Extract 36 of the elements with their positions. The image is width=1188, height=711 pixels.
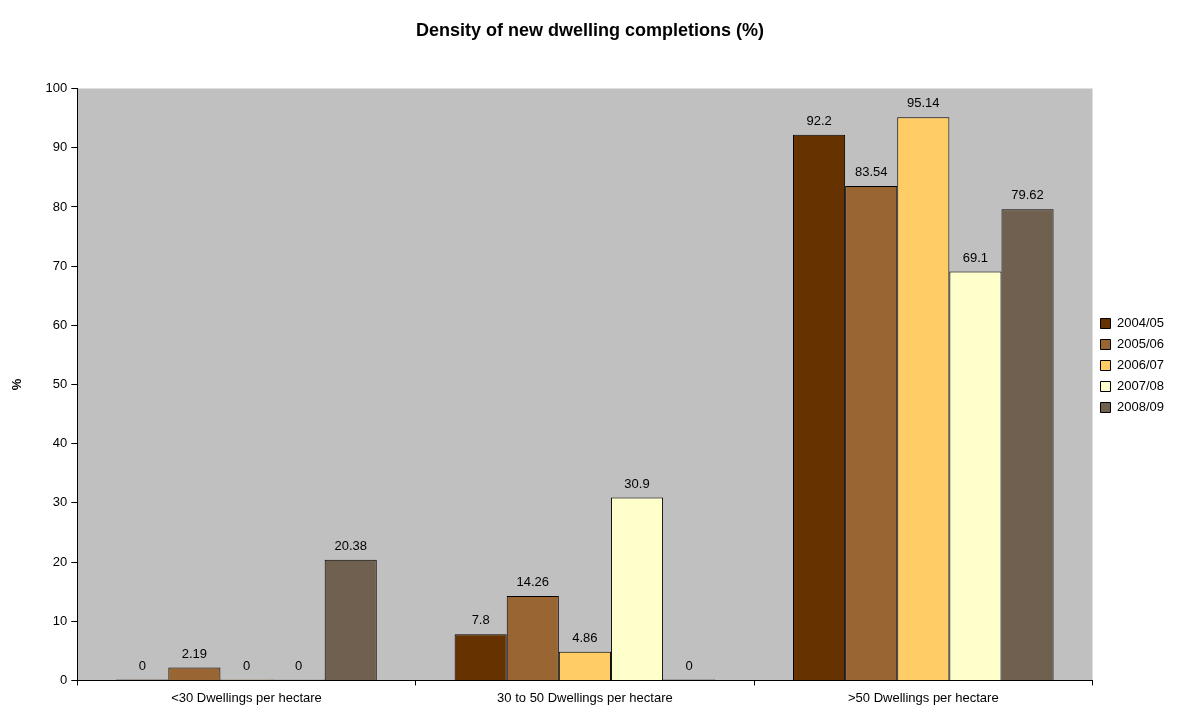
- data-label: 79.62: [1011, 187, 1044, 203]
- y-tick-label: 30: [52, 494, 68, 510]
- y-tick-label: 70: [52, 257, 68, 273]
- data-label: 0: [294, 658, 303, 674]
- data-label: 4.86: [572, 629, 598, 645]
- data-label: 20.38: [334, 537, 367, 553]
- legend-label: 2008/09: [1117, 399, 1165, 415]
- y-tick-label: 60: [52, 316, 68, 332]
- y-tick-label: 50: [52, 376, 68, 392]
- y-tick-label: 0: [60, 671, 68, 687]
- y-axis-title: %: [9, 378, 25, 391]
- x-tick-label: >50 Dwellings per hectare: [847, 689, 999, 705]
- data-label: 83.54: [854, 164, 888, 180]
- data-label: 92.2: [806, 112, 832, 128]
- y-tick-label: 80: [52, 198, 68, 214]
- chart-title: Density of new dwelling completions (%): [415, 19, 765, 40]
- x-tick-label: 30 to 50 Dwellings per hectare: [497, 689, 673, 705]
- data-label: 0: [138, 658, 146, 674]
- legend-label: 2006/07: [1117, 357, 1165, 373]
- x-tick-label: <30 Dwellings per hectare: [171, 689, 322, 705]
- y-tick-label: 10: [52, 612, 68, 628]
- data-label: 30.9: [624, 475, 650, 491]
- legend-label: 2004/05: [1117, 315, 1165, 331]
- data-label: 0: [685, 658, 693, 674]
- legend-label: 2005/06: [1117, 336, 1165, 352]
- data-label: 14.26: [516, 574, 550, 590]
- data-label: 0: [242, 658, 251, 674]
- data-label: 7.8: [471, 612, 490, 628]
- y-tick-label: 40: [52, 435, 68, 451]
- legend-label: 2007/08: [1117, 378, 1165, 394]
- data-label: 95.14: [907, 95, 940, 111]
- y-tick-label: 90: [52, 139, 68, 155]
- data-label: 2.19: [181, 645, 208, 661]
- data-label: 69.1: [962, 249, 989, 265]
- y-tick-label: 100: [45, 80, 68, 96]
- y-tick-label: 20: [52, 553, 68, 569]
